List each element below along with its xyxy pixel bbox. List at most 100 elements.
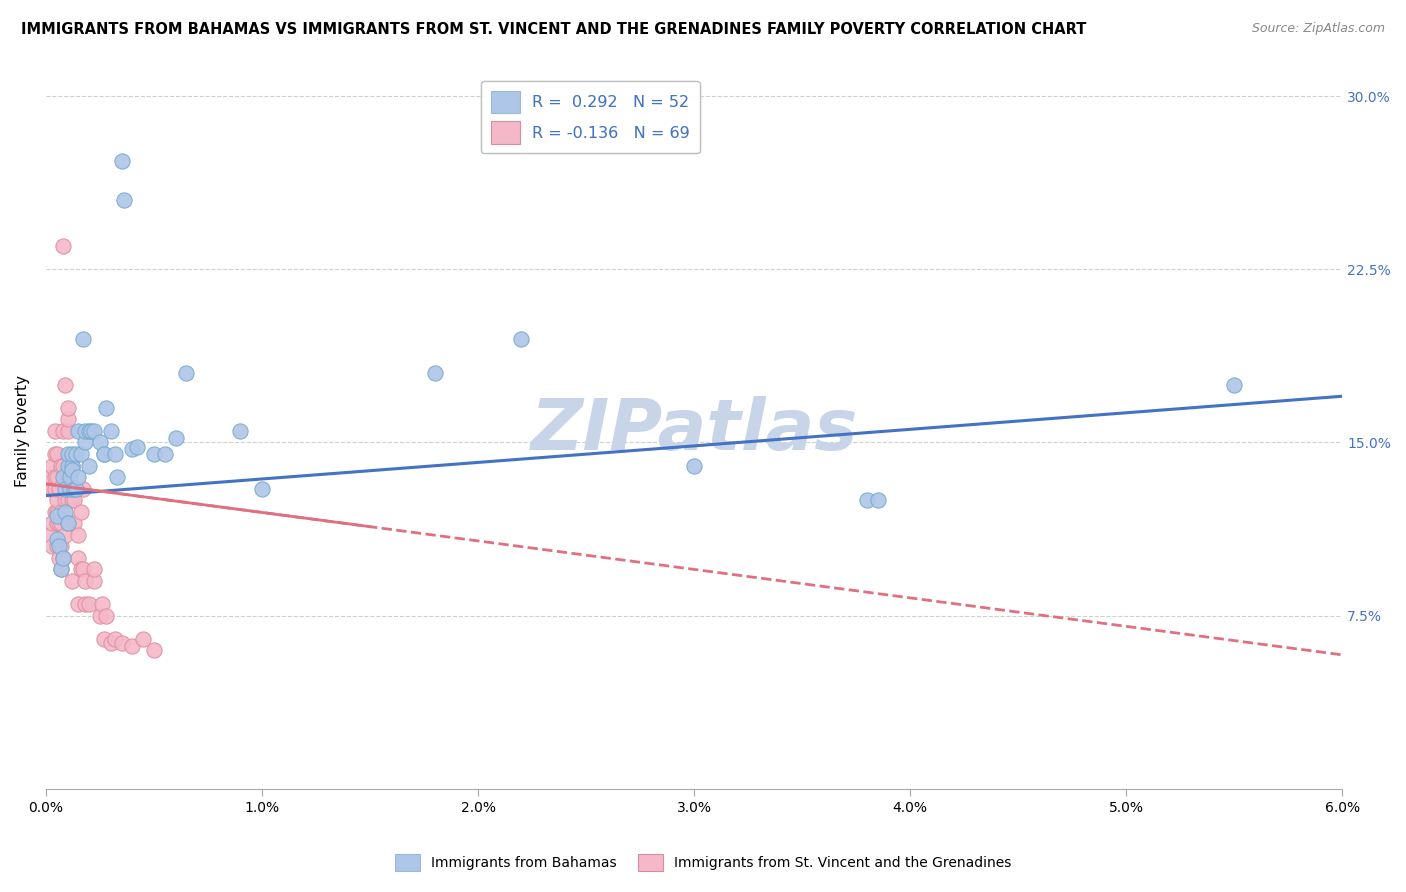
Point bbox=[856, 493, 879, 508]
Point bbox=[83, 574, 105, 588]
Point bbox=[105, 470, 128, 484]
Point bbox=[69, 447, 91, 461]
Point bbox=[49, 458, 72, 473]
Point bbox=[65, 447, 87, 461]
Point bbox=[65, 482, 87, 496]
Point bbox=[60, 482, 83, 496]
Point bbox=[100, 636, 122, 650]
Point bbox=[100, 424, 122, 438]
Point bbox=[89, 435, 111, 450]
Point bbox=[44, 482, 66, 496]
Point bbox=[63, 482, 86, 496]
Point bbox=[72, 562, 94, 576]
Point bbox=[52, 550, 75, 565]
Point bbox=[866, 493, 889, 508]
Point bbox=[67, 470, 90, 484]
Point bbox=[55, 493, 77, 508]
Legend: R =  0.292   N = 52, R = -0.136   N = 69: R = 0.292 N = 52, R = -0.136 N = 69 bbox=[481, 81, 700, 153]
Point bbox=[80, 424, 103, 438]
Point bbox=[73, 574, 96, 588]
Point bbox=[41, 539, 63, 553]
Point bbox=[423, 366, 446, 380]
Point bbox=[143, 643, 166, 657]
Point bbox=[56, 447, 79, 461]
Point bbox=[45, 533, 67, 547]
Point bbox=[77, 424, 100, 438]
Point bbox=[93, 447, 115, 461]
Point bbox=[44, 505, 66, 519]
Point bbox=[72, 331, 94, 345]
Point bbox=[229, 424, 252, 438]
Point bbox=[67, 424, 90, 438]
Point bbox=[93, 632, 115, 646]
Point bbox=[52, 239, 75, 253]
Point bbox=[60, 458, 83, 473]
Point bbox=[48, 550, 70, 565]
Point bbox=[104, 447, 127, 461]
Point bbox=[59, 470, 82, 484]
Point bbox=[96, 608, 118, 623]
Point bbox=[52, 424, 75, 438]
Point bbox=[125, 440, 148, 454]
Point bbox=[63, 493, 86, 508]
Point bbox=[49, 562, 72, 576]
Point bbox=[110, 636, 132, 650]
Point bbox=[44, 424, 66, 438]
Point bbox=[73, 597, 96, 611]
Point bbox=[60, 447, 83, 461]
Point bbox=[41, 516, 63, 531]
Point bbox=[49, 562, 72, 576]
Point bbox=[45, 516, 67, 531]
Point bbox=[41, 458, 63, 473]
Point bbox=[60, 493, 83, 508]
Point bbox=[60, 463, 83, 477]
Point bbox=[1223, 377, 1246, 392]
Y-axis label: Family Poverty: Family Poverty bbox=[15, 375, 30, 487]
Point bbox=[55, 482, 77, 496]
Point bbox=[45, 493, 67, 508]
Text: IMMIGRANTS FROM BAHAMAS VS IMMIGRANTS FROM ST. VINCENT AND THE GRENADINES FAMILY: IMMIGRANTS FROM BAHAMAS VS IMMIGRANTS FR… bbox=[21, 22, 1087, 37]
Point bbox=[250, 482, 273, 496]
Point bbox=[63, 516, 86, 531]
Point bbox=[59, 458, 82, 473]
Point bbox=[89, 608, 111, 623]
Point bbox=[110, 153, 132, 168]
Point bbox=[83, 562, 105, 576]
Point bbox=[121, 639, 143, 653]
Point bbox=[49, 516, 72, 531]
Point bbox=[45, 470, 67, 484]
Point bbox=[48, 516, 70, 531]
Point bbox=[176, 366, 198, 380]
Point bbox=[39, 528, 62, 542]
Point bbox=[39, 470, 62, 484]
Point bbox=[153, 447, 176, 461]
Point bbox=[48, 539, 70, 553]
Point bbox=[69, 562, 91, 576]
Point bbox=[77, 458, 100, 473]
Point bbox=[45, 505, 67, 519]
Point bbox=[55, 505, 77, 519]
Point bbox=[60, 458, 83, 473]
Point bbox=[55, 528, 77, 542]
Point bbox=[48, 482, 70, 496]
Point bbox=[143, 447, 166, 461]
Point bbox=[93, 447, 115, 461]
Point bbox=[96, 401, 118, 415]
Point bbox=[67, 528, 90, 542]
Point bbox=[45, 509, 67, 524]
Point bbox=[52, 458, 75, 473]
Point bbox=[165, 431, 187, 445]
Point bbox=[44, 470, 66, 484]
Point bbox=[49, 505, 72, 519]
Point bbox=[55, 377, 77, 392]
Point bbox=[56, 424, 79, 438]
Point bbox=[59, 458, 82, 473]
Point bbox=[73, 435, 96, 450]
Point bbox=[45, 539, 67, 553]
Point bbox=[56, 412, 79, 426]
Point bbox=[112, 193, 135, 207]
Text: ZIPatlas: ZIPatlas bbox=[530, 396, 858, 466]
Legend: Immigrants from Bahamas, Immigrants from St. Vincent and the Grenadines: Immigrants from Bahamas, Immigrants from… bbox=[389, 848, 1017, 876]
Point bbox=[91, 597, 114, 611]
Point bbox=[52, 550, 75, 565]
